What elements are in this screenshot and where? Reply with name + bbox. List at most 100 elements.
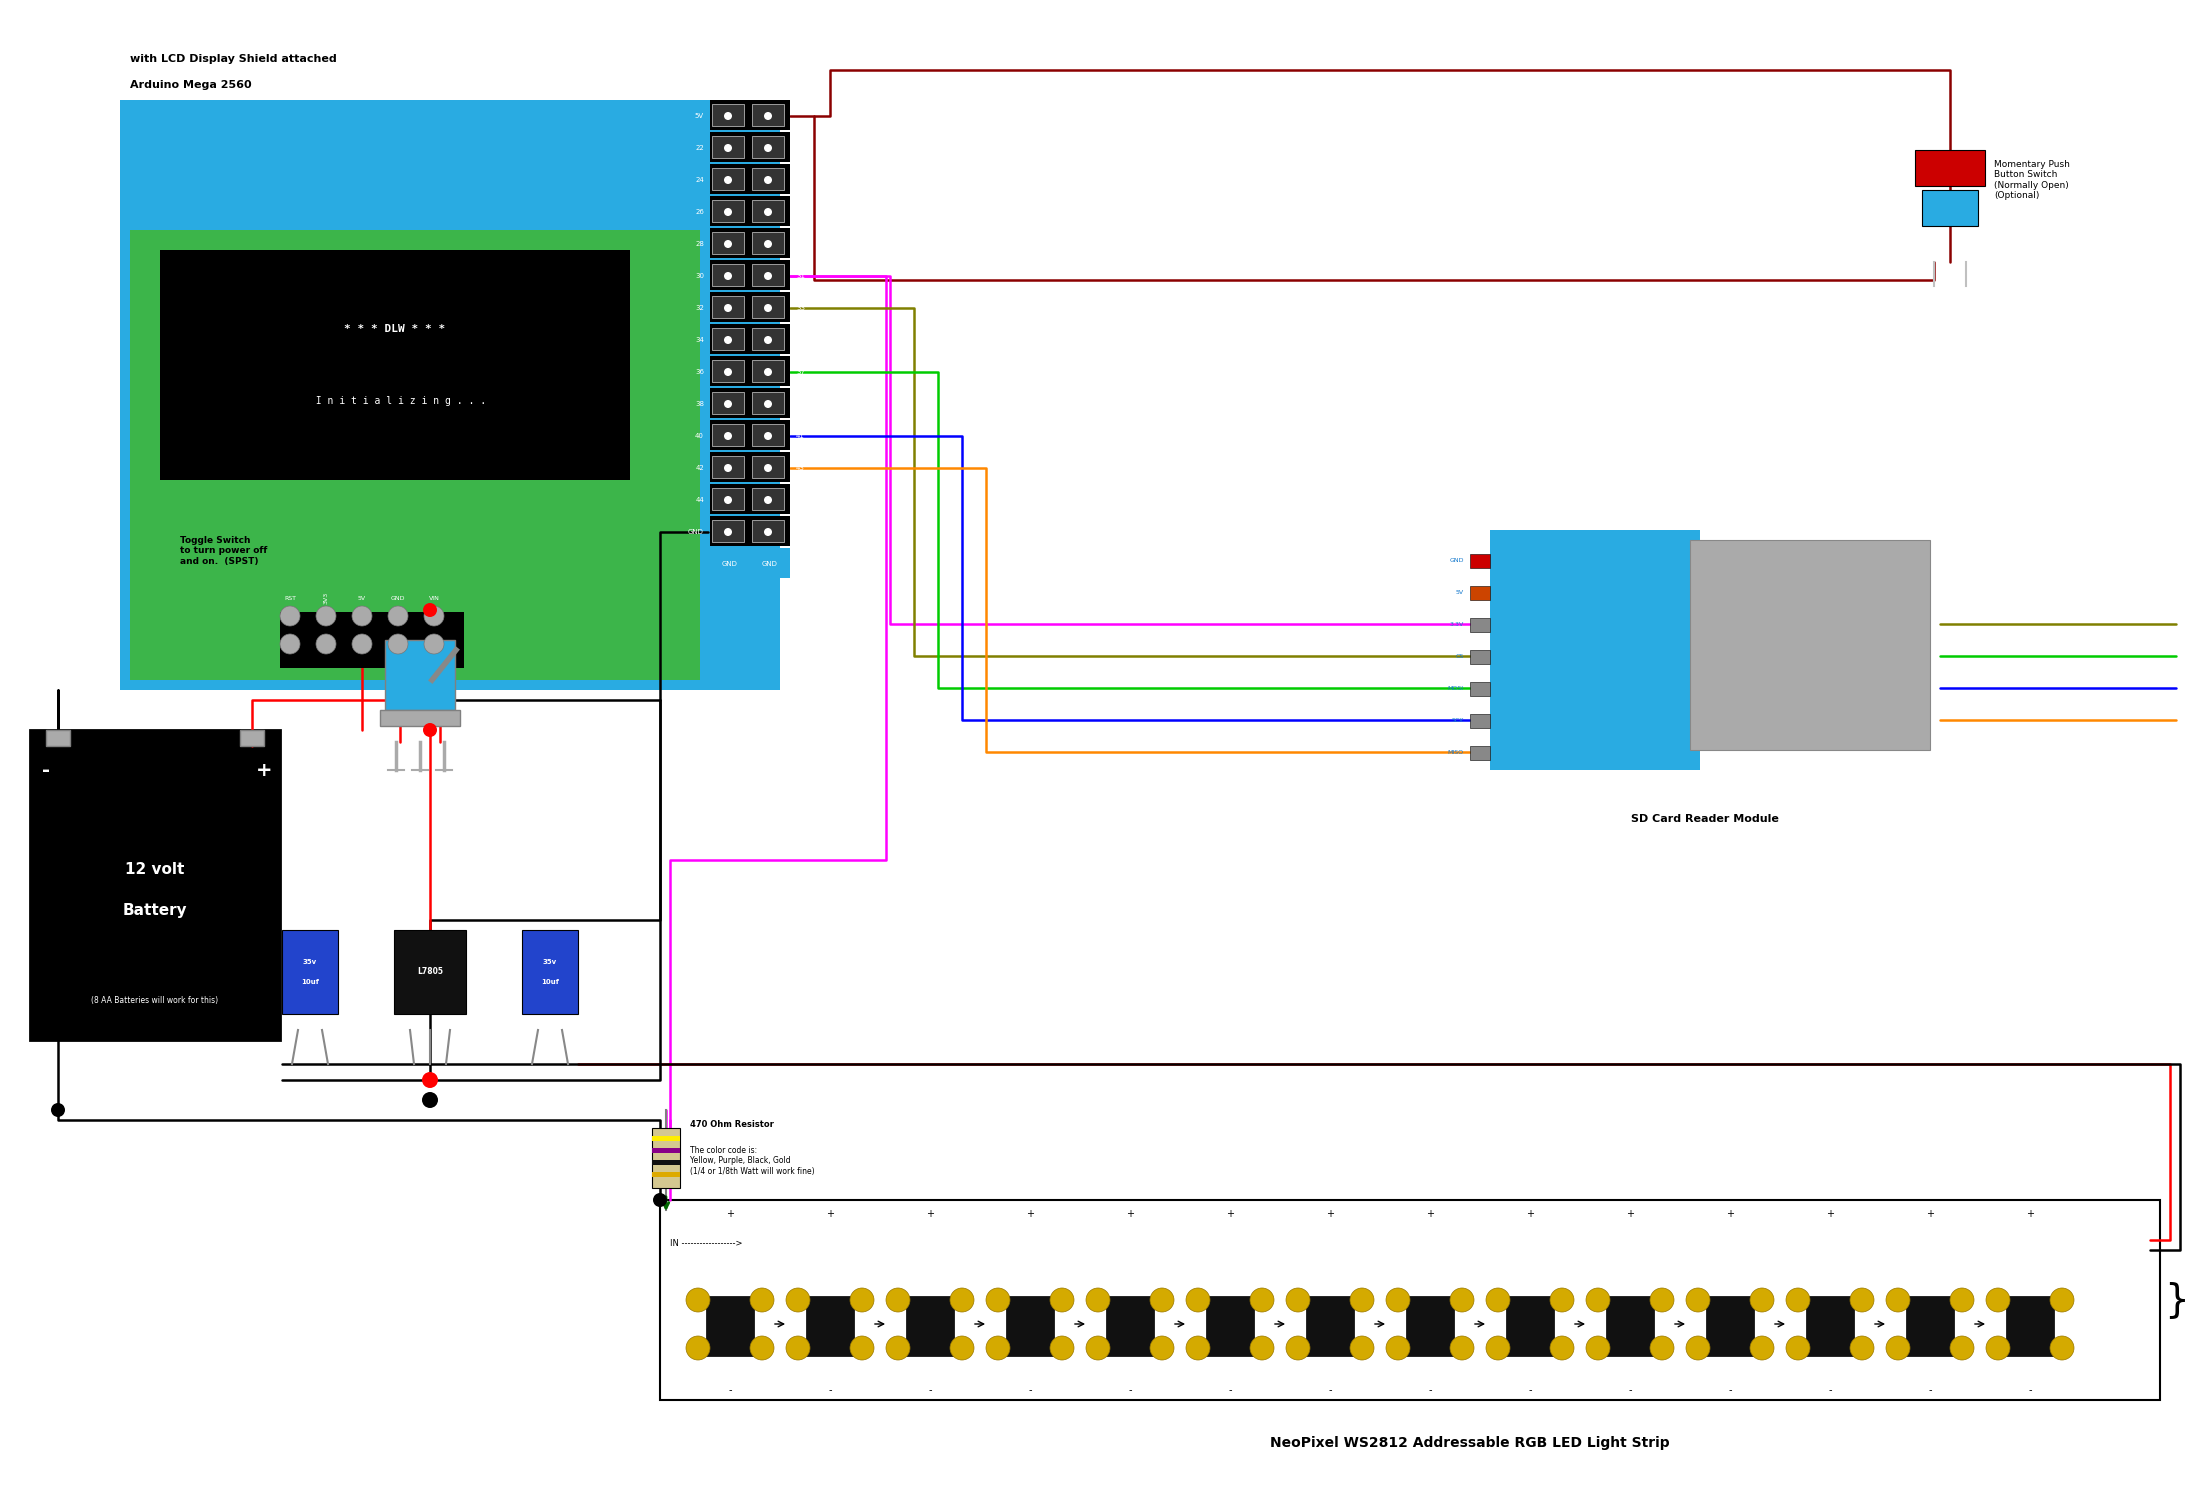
Circle shape (950, 1288, 975, 1312)
Bar (1206, 1295, 1254, 1357)
Circle shape (1151, 1288, 1175, 1312)
Circle shape (763, 176, 772, 184)
Text: 470 Ohm Resistor: 470 Ohm Resistor (691, 1120, 774, 1129)
Circle shape (1485, 1288, 1509, 1312)
Text: 37: 37 (796, 369, 805, 375)
Circle shape (1151, 1336, 1175, 1360)
Bar (706, 1295, 755, 1357)
Circle shape (279, 633, 299, 654)
Circle shape (1287, 1336, 1309, 1360)
Text: -: - (1027, 1385, 1032, 1395)
Text: 5V: 5V (359, 596, 365, 601)
Circle shape (1186, 1336, 1210, 1360)
Bar (1470, 746, 1489, 760)
Circle shape (724, 241, 733, 248)
Text: 45: 45 (796, 498, 805, 503)
Circle shape (279, 607, 299, 626)
Text: 35: 35 (796, 338, 805, 344)
Circle shape (1650, 1288, 1674, 1312)
Text: +: + (2026, 1209, 2035, 1219)
Circle shape (1250, 1288, 1274, 1312)
Circle shape (1351, 1336, 1375, 1360)
Text: 43: 43 (796, 465, 805, 471)
Circle shape (1287, 1288, 1309, 1312)
Text: 28: 28 (695, 241, 704, 247)
Circle shape (724, 272, 733, 279)
Bar (752, 391, 783, 414)
Bar (713, 296, 744, 318)
Bar (651, 1147, 680, 1153)
Bar (752, 520, 783, 542)
Circle shape (724, 143, 733, 152)
Text: GND: GND (722, 562, 737, 568)
Circle shape (1786, 1336, 1811, 1360)
Text: (8 AA Batteries will work for this): (8 AA Batteries will work for this) (92, 995, 218, 1004)
Bar (752, 329, 783, 350)
Circle shape (887, 1336, 911, 1360)
Bar (46, 731, 70, 746)
Circle shape (425, 633, 444, 654)
Circle shape (51, 1103, 66, 1118)
Text: -: - (2028, 1385, 2033, 1395)
Circle shape (1749, 1288, 1773, 1312)
Text: -: - (1228, 1385, 1232, 1395)
Circle shape (724, 176, 733, 184)
Circle shape (1351, 1288, 1375, 1312)
Text: MOSI: MOSI (1448, 687, 1463, 692)
Text: +: + (1327, 1209, 1333, 1219)
Bar (279, 613, 464, 668)
Circle shape (1885, 1288, 1910, 1312)
Text: 25: 25 (796, 176, 805, 182)
Circle shape (1650, 1336, 1674, 1360)
Text: 10uf: 10uf (541, 979, 559, 985)
Text: Battery: Battery (123, 902, 187, 917)
Circle shape (422, 604, 438, 617)
Bar (711, 229, 790, 258)
Bar (1606, 1295, 1654, 1357)
Text: 26: 26 (695, 209, 704, 215)
Bar (713, 456, 744, 478)
Circle shape (686, 1288, 711, 1312)
Bar (1806, 1295, 1855, 1357)
Circle shape (422, 1092, 438, 1109)
Text: 23: 23 (796, 145, 805, 151)
Text: SCK: SCK (1452, 719, 1463, 723)
Circle shape (785, 1336, 810, 1360)
Bar (130, 230, 700, 680)
Bar (752, 360, 783, 382)
Bar (240, 731, 264, 746)
Bar (711, 484, 790, 514)
Text: 32: 32 (695, 305, 704, 311)
Bar (651, 1135, 680, 1141)
Circle shape (724, 465, 733, 472)
Bar (1705, 1295, 1753, 1357)
Text: NeoPixel WS2812 Addressable RGB LED Light Strip: NeoPixel WS2812 Addressable RGB LED Ligh… (1269, 1436, 1670, 1451)
Circle shape (1250, 1336, 1274, 1360)
Text: 34: 34 (695, 338, 704, 344)
Bar (752, 424, 783, 447)
Text: 44: 44 (695, 498, 704, 503)
Circle shape (425, 607, 444, 626)
Bar (1701, 539, 1929, 731)
Text: Toggle Switch
to turn power off
and on.  (SPST): Toggle Switch to turn power off and on. … (180, 536, 268, 566)
Text: +: + (1126, 1209, 1133, 1219)
Bar (1470, 681, 1489, 696)
Circle shape (724, 303, 733, 312)
Text: +: + (1925, 1209, 1934, 1219)
Text: L7805: L7805 (418, 968, 442, 977)
Bar (713, 105, 744, 125)
Text: GND: GND (796, 529, 812, 535)
Text: -: - (827, 1385, 832, 1395)
Text: +: + (825, 1209, 834, 1219)
Bar (713, 329, 744, 350)
Bar (711, 260, 790, 290)
Text: +: + (1426, 1209, 1434, 1219)
Text: -: - (1529, 1385, 1531, 1395)
Circle shape (1386, 1336, 1410, 1360)
Circle shape (724, 112, 733, 120)
Bar (1470, 619, 1489, 632)
Bar (651, 1171, 680, 1177)
Text: -: - (1129, 1385, 1131, 1395)
Bar (752, 136, 783, 158)
Bar (711, 131, 790, 161)
